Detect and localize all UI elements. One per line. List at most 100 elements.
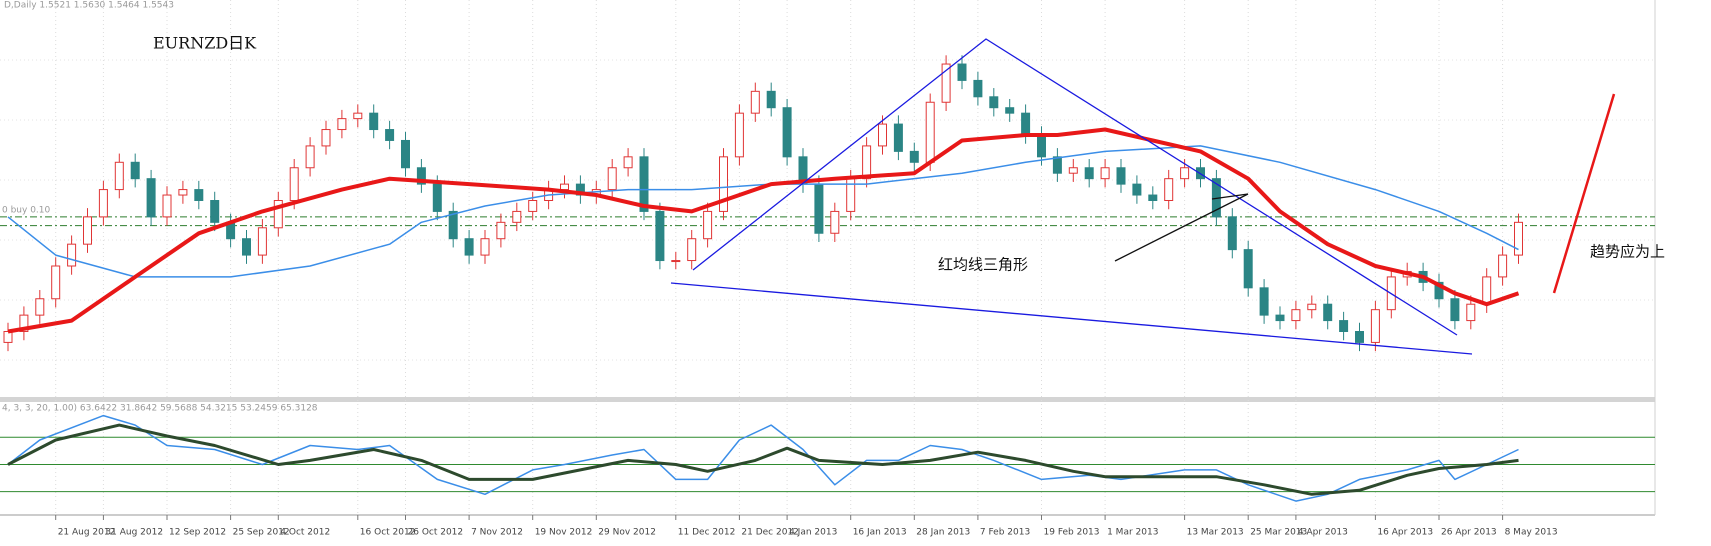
candle-body: [3, 331, 13, 343]
candle-body: [353, 112, 363, 120]
x-tick-label: 25 Sep 2012: [233, 528, 290, 538]
candle-body: [114, 161, 124, 191]
candle-body: [98, 189, 108, 218]
x-tick-label: 25 Mar 2013: [1250, 528, 1307, 538]
candle-body: [1275, 314, 1285, 322]
candle-body: [671, 260, 681, 263]
x-tick-label: 29 Nov 2012: [598, 528, 656, 538]
x-tick-label: 26 Oct 2012: [408, 528, 464, 538]
candle-body: [1100, 167, 1110, 180]
candle-body: [1148, 194, 1158, 202]
candle-body: [83, 216, 92, 245]
candle-body: [1005, 107, 1015, 114]
candle-body: [1370, 309, 1380, 343]
candle-body: [925, 101, 935, 163]
candle-body: [178, 189, 188, 196]
indicator-line: [7, 423, 1519, 496]
x-tick-label: 28 Jan 2013: [916, 528, 970, 538]
candle-body: [1514, 221, 1523, 256]
candle-body: [1355, 331, 1364, 343]
candle-body: [242, 238, 251, 256]
x-tick-label: 16 Apr 2013: [1377, 528, 1433, 538]
candle-body: [162, 194, 172, 218]
x-tick-label: 4 Jan 2013: [789, 528, 837, 538]
candle-body: [862, 145, 872, 180]
x-tick-label: 16 Jan 2013: [853, 528, 907, 538]
candle-body: [273, 200, 283, 229]
x-tick-label: 16 Oct 2012: [360, 528, 416, 538]
candle-body: [146, 178, 156, 218]
x-tick-label: 13 Mar 2013: [1187, 528, 1244, 538]
candle-body: [560, 183, 569, 191]
candle-body: [989, 96, 999, 109]
indicator-line: [7, 145, 1519, 278]
candle-body: [734, 112, 744, 158]
candle-body: [257, 227, 267, 256]
candle-body: [1466, 303, 1476, 322]
candle-body: [1116, 167, 1126, 185]
candle-body: [607, 167, 617, 191]
x-tick-label: 12 Sep 2012: [169, 528, 226, 538]
candle-body: [528, 200, 538, 212]
candle-body: [909, 150, 919, 163]
candle-body: [385, 129, 395, 141]
candle-body: [766, 90, 776, 109]
candle-body: [369, 112, 379, 131]
candle-body: [496, 221, 506, 240]
candle-body: [655, 210, 665, 262]
x-tick-label: 4 Apr 2013: [1298, 528, 1348, 538]
candle-body: [1434, 281, 1444, 300]
candle-body: [1164, 178, 1174, 202]
candle-body: [1068, 167, 1078, 174]
candle-body: [1180, 167, 1190, 180]
x-tick-label: 8 May 2013: [1505, 528, 1558, 538]
candle-body: [973, 79, 983, 98]
candle-body: [782, 107, 792, 158]
x-tick-label: 7 Nov 2012: [471, 528, 523, 538]
x-tick-label: 19 Nov 2012: [535, 528, 593, 538]
annotation: 趋势应为上: [1590, 243, 1665, 261]
candle-body: [194, 189, 204, 201]
candle-body: [321, 129, 331, 147]
candle-body: [1450, 298, 1460, 322]
x-tick-label: 1 Mar 2013: [1107, 528, 1158, 538]
candle-body: [639, 156, 649, 212]
annotation: 红均线三角形: [938, 256, 1028, 274]
candle-body: [1132, 183, 1142, 196]
candle-body: [623, 156, 633, 169]
candle-body: [703, 210, 713, 240]
candle-body: [512, 210, 522, 223]
candle-body: [464, 238, 474, 256]
panel-separator: [0, 397, 1655, 402]
candle-body: [1037, 134, 1046, 158]
x-tick-label: 7 Feb 2013: [980, 528, 1030, 538]
candle-body: [305, 145, 315, 169]
candle-body: [719, 156, 728, 212]
candle-body: [35, 298, 45, 316]
indicator-line: [7, 127, 1520, 334]
candle-body: [1339, 320, 1349, 333]
chart-title: EURNZD日K: [153, 34, 257, 53]
candle-body: [19, 314, 29, 332]
chart-header: D,Daily 1.5521 1.5630 1.5464 1.5543: [4, 1, 174, 11]
candle-body: [210, 200, 220, 223]
candle-body: [1243, 249, 1253, 289]
candle-body: [1498, 254, 1508, 278]
x-tick-label: 31 Aug 2012: [105, 528, 163, 538]
candle-body: [941, 63, 951, 103]
candle-body: [1227, 216, 1237, 251]
candle-body: [1021, 112, 1031, 136]
candle-body: [401, 139, 410, 169]
x-tick-label: 21 Dec 2012: [741, 528, 799, 538]
candle-body: [130, 161, 140, 180]
candle-body: [1084, 167, 1094, 180]
candle-body: [448, 210, 458, 240]
candle-body: [893, 123, 903, 152]
candle-body: [51, 265, 61, 300]
candle-body: [432, 183, 442, 212]
candle-body: [878, 123, 887, 147]
level-label: 0 buy 0.10: [2, 205, 51, 215]
candle-body: [830, 210, 840, 234]
candle-body: [750, 90, 760, 114]
